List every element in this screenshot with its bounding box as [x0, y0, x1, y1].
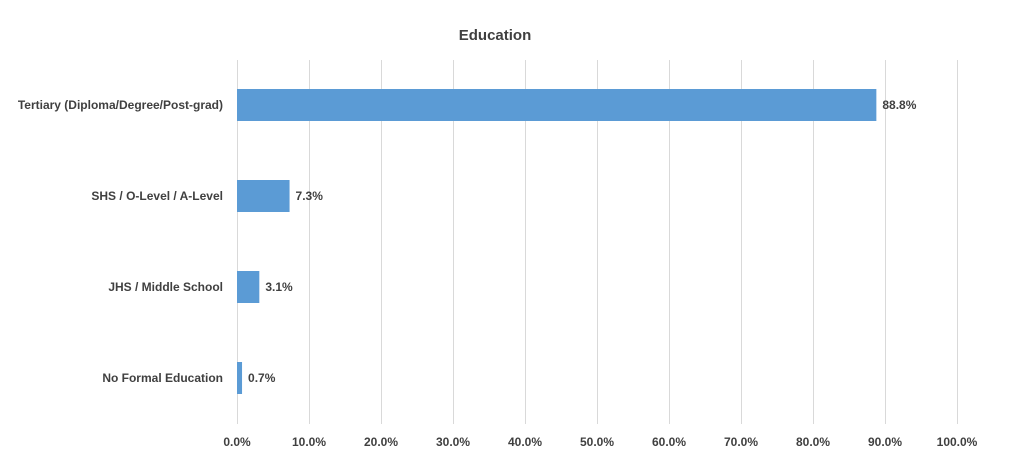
data-label: 3.1% [265, 280, 293, 294]
x-tick-label: 30.0% [436, 435, 470, 449]
data-labels: 88.8% 7.3% 3.1% 0.7% [248, 98, 917, 385]
category-label: SHS / O-Level / A-Level [91, 189, 223, 203]
x-tick-label: 60.0% [652, 435, 686, 449]
x-tick-label: 90.0% [868, 435, 902, 449]
x-tick-label: 80.0% [796, 435, 830, 449]
x-tick-label: 10.0% [292, 435, 326, 449]
category-label: Tertiary (Diploma/Degree/Post-grad) [18, 98, 223, 112]
x-tick-label: 100.0% [937, 435, 978, 449]
category-labels: Tertiary (Diploma/Degree/Post-grad) SHS /… [18, 98, 223, 385]
bar [237, 271, 260, 303]
bar [237, 362, 243, 394]
data-label: 7.3% [296, 189, 324, 203]
x-tick-label: 20.0% [364, 435, 398, 449]
x-tick-label: 0.0% [223, 435, 251, 449]
category-label: No Formal Education [102, 371, 223, 385]
data-label: 0.7% [248, 371, 276, 385]
data-label: 88.8% [882, 98, 916, 112]
bars [237, 89, 877, 394]
x-tick-label: 40.0% [508, 435, 542, 449]
chart-title: Education [459, 27, 532, 44]
bar [237, 89, 877, 121]
bar [237, 180, 290, 212]
x-tick-label: 70.0% [724, 435, 758, 449]
x-tick-label: 50.0% [580, 435, 614, 449]
category-label: JHS / Middle School [108, 280, 223, 294]
x-axis-tick-labels: 0.0% 10.0% 20.0% 30.0% 40.0% 50.0% 60.0% 70.0% 8… [223, 435, 977, 449]
